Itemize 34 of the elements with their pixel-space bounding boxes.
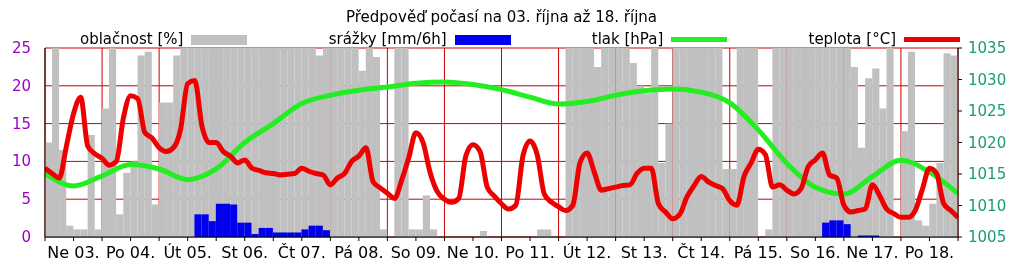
x-tick-label: Út 05. <box>163 243 212 262</box>
x-tick-label: Po 11. <box>505 243 555 262</box>
legend-label: srážky [mm/6h] <box>328 30 447 48</box>
x-tick-label: Ne 10. <box>446 243 500 262</box>
y-tick-label: 5 <box>21 190 31 209</box>
y-tick-label: 10 <box>11 152 31 171</box>
x-tick-label: Ne 17. <box>846 243 899 262</box>
y2-tick-label: 1005 <box>968 228 1007 246</box>
y-tick-label: 20 <box>11 76 31 95</box>
y2-tick-label: 1025 <box>968 102 1007 120</box>
y-tick-label: 25 <box>11 39 31 57</box>
x-tick-label: Pá 15. <box>733 243 783 262</box>
y2-tick-label: 1030 <box>968 70 1007 89</box>
x-tick-label: Ne 03. <box>47 243 100 262</box>
chart-title: Předpověď počasí na 03. října až 18. října <box>344 8 659 26</box>
x-tick-label: Po 18. <box>904 243 955 262</box>
x-tick-label: So 16. <box>790 243 841 262</box>
x-tick-label: Út 12. <box>562 243 612 262</box>
legend-label: oblačnost [%] <box>80 30 184 48</box>
y-tick-label: 0 <box>21 228 31 246</box>
y2-tick-label: 1020 <box>968 133 1007 152</box>
x-tick-label: St 06. <box>221 243 269 262</box>
x-tick-label: Po 04. <box>105 243 156 262</box>
x-tick-label: Čt 14. <box>677 243 726 262</box>
y2-tick-label: 1015 <box>968 165 1007 183</box>
y2-tick-label: 1010 <box>968 196 1007 215</box>
x-tick-label: St 13. <box>620 243 668 262</box>
legend-label: teplota [°C] <box>808 30 896 48</box>
x-tick-label: Pá 08. <box>334 243 384 262</box>
legend-label: tlak [hPa] <box>591 30 664 48</box>
y2-tick-label: 1035 <box>968 39 1007 57</box>
x-tick-label: So 09. <box>390 243 442 262</box>
y-tick-label: 15 <box>11 114 31 133</box>
x-tick-label: Čt 07. <box>277 243 326 262</box>
